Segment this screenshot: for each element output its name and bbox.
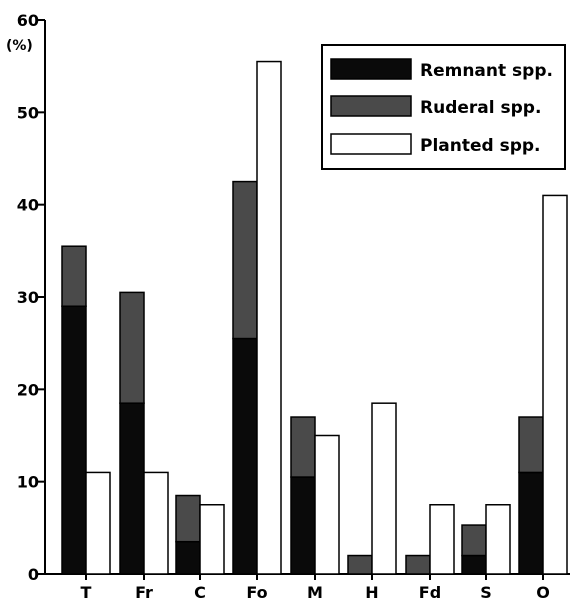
bar-planted-M	[314, 434, 340, 575]
y-tick-label: 40	[17, 196, 39, 215]
x-tick-label: O	[536, 583, 550, 602]
bars	[61, 60, 568, 575]
bar-ruderal-O	[518, 416, 544, 474]
bar-ruderal-C	[175, 494, 201, 543]
bar-planted-C	[199, 504, 225, 575]
x-tick-label: T	[81, 583, 92, 602]
bar-remnant-M	[290, 476, 316, 575]
x-tick-label: Fo	[246, 583, 267, 602]
bar-ruderal-S	[461, 524, 487, 557]
legend-label-remnant: Remnant spp.	[420, 61, 553, 81]
bar-planted-S	[485, 504, 511, 575]
bar-remnant-Fr	[119, 402, 145, 575]
bar-planted-T	[85, 471, 111, 575]
y-tick-label: 10	[17, 473, 39, 492]
x-tick-label: S	[480, 583, 492, 602]
bar-ruderal-Fr	[119, 291, 145, 404]
bar-ruderal-Fd	[405, 554, 431, 575]
y-tick-label: 60	[17, 11, 39, 30]
y-unit-label: (%)	[6, 38, 33, 54]
x-tick-label: C	[194, 583, 206, 602]
x-tick-label: M	[307, 583, 323, 602]
bar-ruderal-M	[290, 416, 316, 478]
bar-remnant-C	[175, 540, 201, 575]
legend-swatch-remnant	[330, 58, 412, 80]
y-tick-label: 0	[28, 565, 39, 584]
y-tick-label: 50	[17, 103, 39, 122]
y-tick-label: 20	[17, 380, 39, 399]
x-tick-label: H	[365, 583, 378, 602]
bar-remnant-S	[461, 554, 487, 575]
legend-swatch-ruderal	[330, 95, 412, 117]
legend-swatch-planted	[330, 133, 412, 155]
bar-planted-Fr	[143, 471, 169, 575]
y-tick-label: 30	[17, 288, 39, 307]
legend-label-ruderal: Ruderal spp.	[420, 98, 541, 118]
bar-planted-Fd	[429, 504, 455, 575]
bar-planted-Fo	[256, 60, 282, 575]
bar-planted-O	[542, 194, 568, 575]
bar-ruderal-Fo	[232, 180, 258, 340]
bar-ruderal-T	[61, 245, 87, 307]
legend: Remnant spp. Ruderal spp. Planted spp.	[321, 44, 566, 170]
x-tick-label: Fr	[135, 583, 153, 602]
bar-remnant-Fo	[232, 337, 258, 575]
bar-remnant-T	[61, 305, 87, 575]
bar-remnant-O	[518, 471, 544, 575]
legend-label-planted: Planted spp.	[420, 136, 541, 156]
axes: 0 10 20 30 40 50 60 T Fr C Fo M H Fd S O	[17, 11, 570, 602]
x-tick-label: Fd	[419, 583, 441, 602]
bar-ruderal-H	[347, 554, 373, 575]
bar-planted-H	[371, 402, 397, 575]
